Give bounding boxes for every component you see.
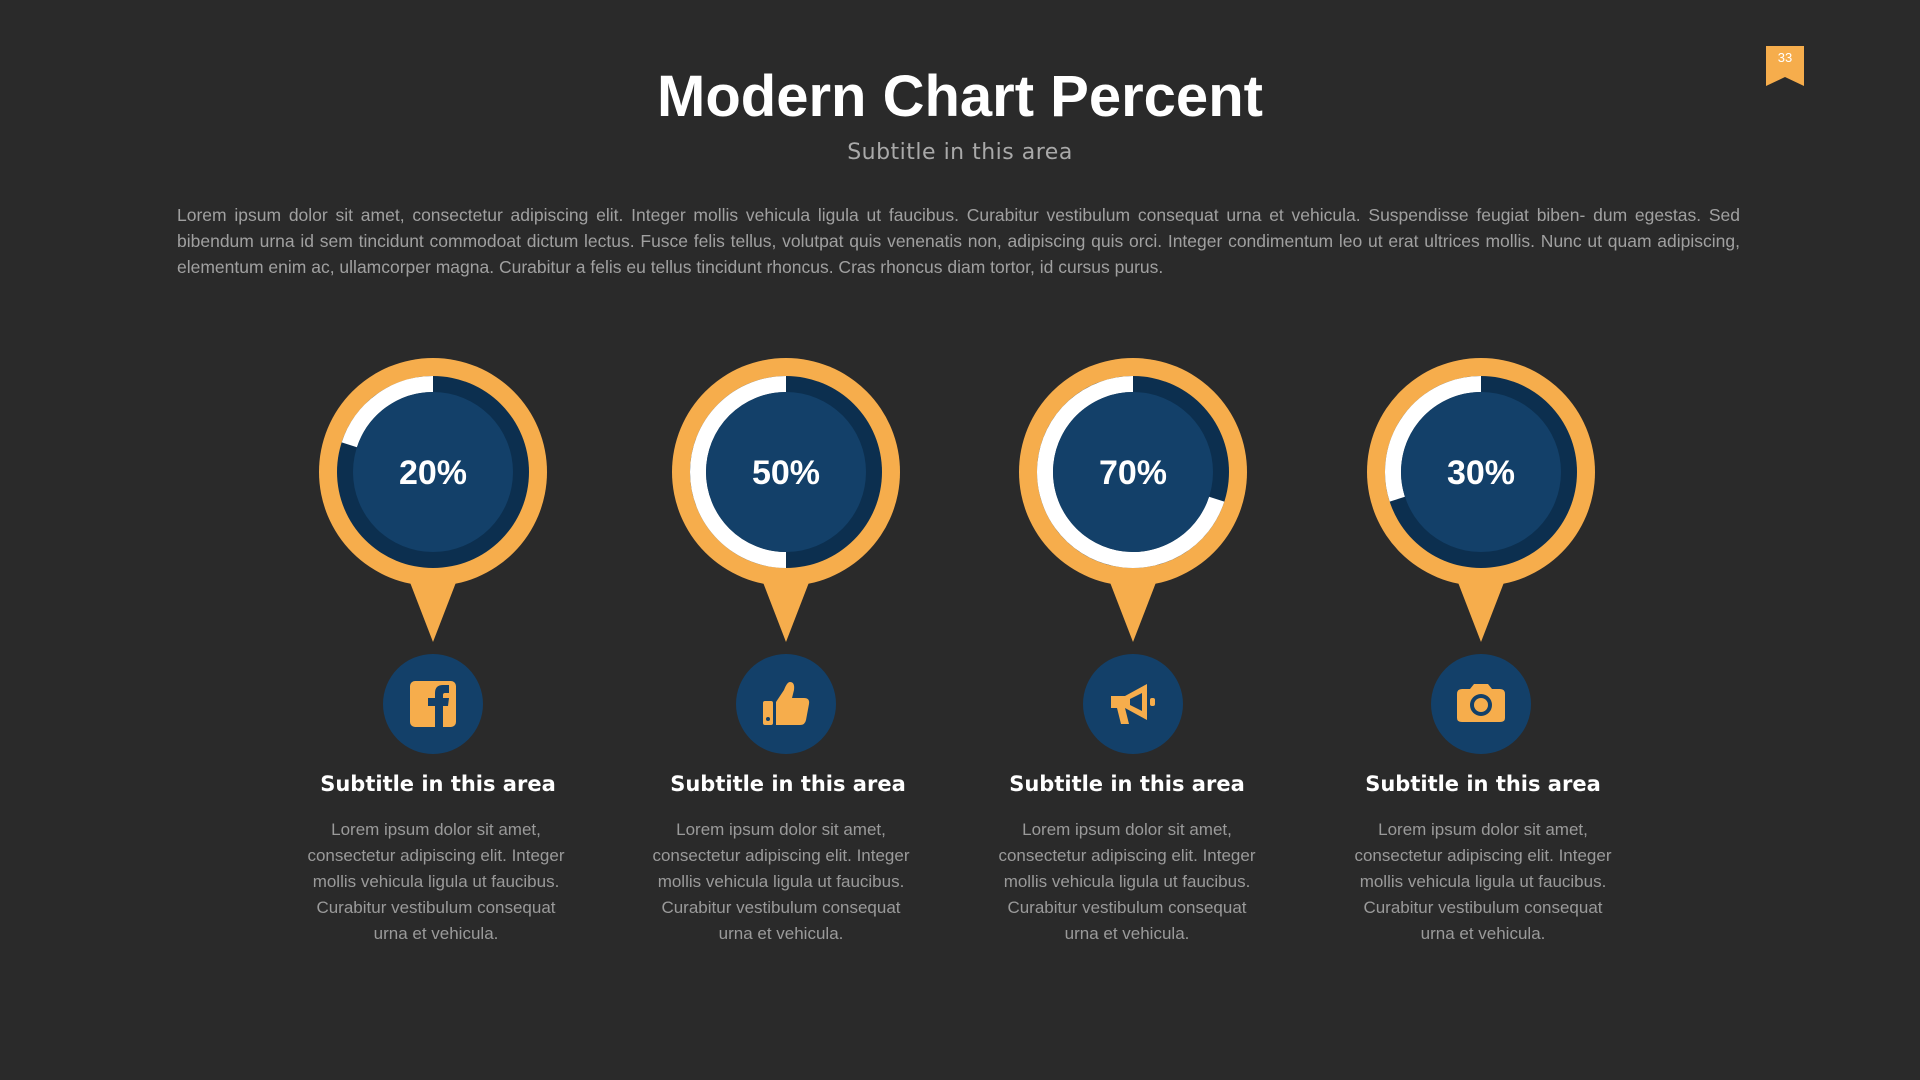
percent-label: 50% (752, 454, 820, 492)
camera-icon (1457, 684, 1505, 722)
item-title-3: Subtitle in this area (1009, 772, 1245, 796)
progress-arc (1037, 376, 1225, 568)
item-description-1: Lorem ipsum dolor sit amet, consectetur … (307, 820, 565, 943)
percent-pin-3: 70% (1019, 358, 1247, 642)
percent-label: 70% (1099, 454, 1167, 492)
slide-subtitle: Subtitle in this area (847, 140, 1073, 165)
bookmark-icon (1766, 46, 1804, 86)
icon-badge (1083, 654, 1183, 754)
icon-badge (736, 654, 836, 754)
item-description-2: Lorem ipsum dolor sit amet, consectetur … (652, 820, 910, 943)
page-number-badge: 33 (1766, 46, 1804, 86)
percent-label: 20% (399, 454, 467, 492)
facebook-icon (410, 681, 456, 727)
megaphone-icon (1111, 684, 1155, 724)
pin-pointer (1106, 572, 1160, 642)
inner-disc (706, 392, 866, 552)
pin-pointer (1454, 572, 1508, 642)
progress-arc (690, 376, 787, 568)
progress-arc (341, 376, 434, 448)
percent-label: 30% (1447, 454, 1515, 492)
pin-pointer (406, 572, 460, 642)
icon-badge (1431, 654, 1531, 754)
pin-pointer (759, 572, 813, 642)
item-title-4: Subtitle in this area (1365, 772, 1601, 796)
slide-title: Modern Chart Percent (657, 64, 1263, 129)
intro-paragraph: Lorem ipsum dolor sit amet, consectetur … (177, 205, 1740, 277)
icon-badge (383, 654, 483, 754)
thumbs-up-icon (763, 682, 810, 725)
page-number: 33 (1777, 50, 1793, 65)
percent-pin-1: 20% (319, 358, 547, 642)
inner-disc (1401, 392, 1561, 552)
item-description-3: Lorem ipsum dolor sit amet, consectetur … (998, 820, 1256, 943)
inner-disc (1053, 392, 1213, 552)
inner-disc (353, 392, 513, 552)
percent-pin-2: 50% (672, 358, 900, 642)
item-title-2: Subtitle in this area (670, 772, 906, 796)
item-title-1: Subtitle in this area (320, 772, 556, 796)
item-description-4: Lorem ipsum dolor sit amet, consectetur … (1354, 820, 1612, 943)
percent-pin-4: 30% (1367, 358, 1595, 642)
progress-arc (1385, 376, 1482, 502)
